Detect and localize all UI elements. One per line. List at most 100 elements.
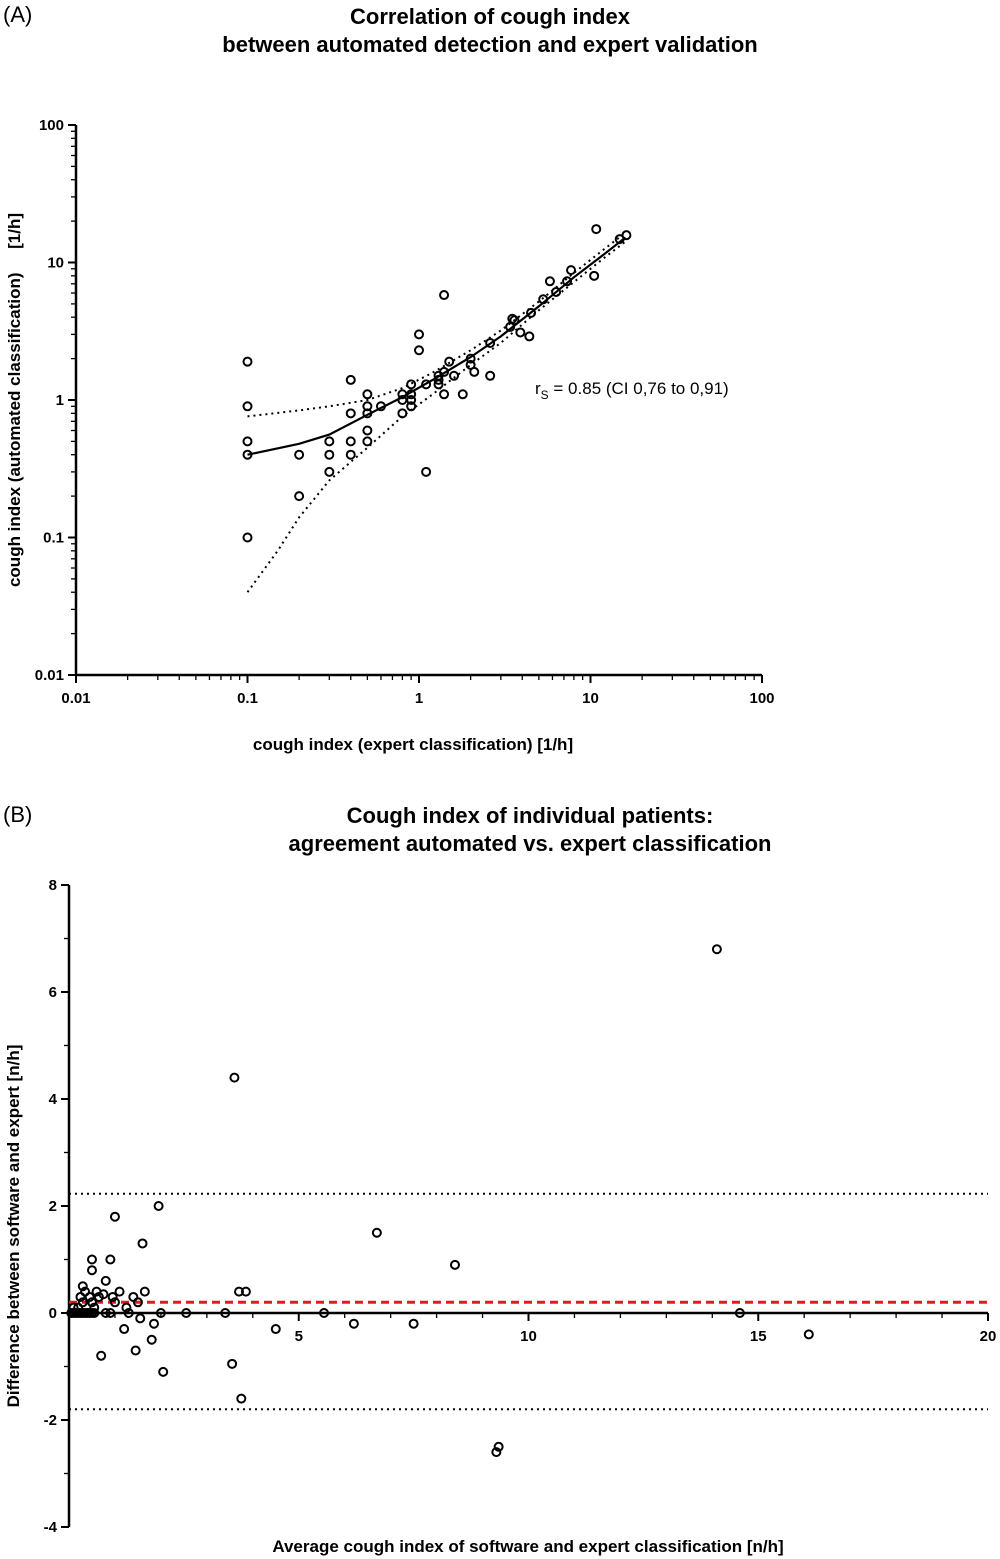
data-point	[433, 374, 444, 385]
data-point	[362, 389, 373, 400]
chart-a: 0.01 0.1 1 10 100 0.01 0.1 1 10 100 cough index (e…	[5, 117, 775, 754]
data-point	[319, 1308, 330, 1318]
y-tick-label: 1	[56, 392, 64, 409]
data-point	[324, 436, 335, 447]
chart-b-title-block: Cough index of individual patients: agre…	[50, 802, 1000, 858]
data-point	[294, 491, 305, 502]
data-point	[397, 408, 408, 419]
data-point	[77, 1297, 88, 1308]
data-point	[105, 1254, 116, 1265]
y-tick-label: 8	[49, 877, 57, 894]
data-point	[158, 1366, 169, 1377]
x-tick-label: 100	[749, 690, 774, 707]
data-point	[711, 944, 722, 955]
x-tick-label: 10	[582, 690, 599, 707]
data-point	[345, 408, 356, 419]
data-point	[362, 408, 373, 419]
y-tick-label: -2	[44, 1412, 57, 1429]
y-tick-label: 2	[49, 1198, 57, 1215]
data-point	[227, 1358, 238, 1369]
data-point	[135, 1313, 146, 1324]
data-point	[439, 389, 450, 400]
data-point	[242, 532, 253, 543]
data-point	[406, 395, 417, 405]
data-point	[109, 1297, 120, 1308]
y-tick-label: 4	[49, 1091, 58, 1108]
data-point	[324, 449, 335, 460]
data-point	[345, 374, 356, 385]
data-point	[803, 1329, 814, 1340]
chart-b: -4 -2 0 2 4 6 8 5 10 15 20 Average cough index of s…	[4, 877, 996, 1556]
data-point	[105, 1308, 116, 1318]
data-point	[89, 1302, 100, 1313]
chart-b-title: Cough index of individual patients:	[346, 803, 714, 828]
data-point	[421, 379, 432, 390]
y-tick-label: 0	[49, 1305, 57, 1322]
data-point	[242, 436, 253, 447]
data-point	[621, 230, 632, 241]
data-point	[84, 1291, 95, 1302]
x-tick-label: 1	[415, 690, 423, 707]
data-point	[86, 1254, 97, 1265]
fit-line	[247, 236, 627, 456]
x-tick-label: 10	[520, 1328, 537, 1345]
data-point	[526, 307, 537, 318]
chart-b-subtitle: agreement automated vs. expert classific…	[288, 831, 772, 856]
data-point	[449, 1259, 460, 1270]
data-point	[220, 1308, 231, 1318]
data-point	[491, 1447, 502, 1458]
data-point	[107, 1291, 118, 1302]
data-point	[562, 276, 573, 287]
data-point	[96, 1350, 107, 1361]
data-point	[465, 353, 476, 364]
x-tick-label: 0.1	[237, 690, 258, 707]
data-point	[589, 270, 600, 281]
data-point	[242, 401, 253, 412]
y-tick-label: 100	[39, 117, 64, 134]
data-point	[89, 1308, 100, 1318]
data-point	[371, 1227, 382, 1238]
data-point	[294, 449, 305, 460]
data-point	[181, 1308, 192, 1318]
data-point	[414, 329, 424, 340]
data-point	[449, 370, 460, 381]
panel-label-b: (B)	[3, 802, 33, 827]
data-point	[153, 1201, 164, 1211]
y-axis-title: cough index (automated classification) […	[5, 213, 24, 587]
data-point	[375, 401, 386, 412]
data-point	[469, 366, 480, 377]
data-point	[236, 1393, 247, 1404]
y-tick-label: -4	[44, 1519, 58, 1536]
data-point	[270, 1324, 281, 1335]
data-point	[439, 290, 450, 301]
data-point	[345, 449, 356, 460]
chart-a-title: Correlation of cough index	[350, 4, 630, 29]
data-point	[100, 1308, 111, 1318]
data-point	[566, 265, 577, 276]
data-point	[242, 449, 253, 460]
y-axis-title: Difference between software and expert […	[4, 1045, 23, 1408]
data-point	[345, 436, 356, 447]
x-axis-title: Average cough index of software and expe…	[272, 1537, 783, 1556]
data-point	[444, 356, 455, 367]
data-point	[551, 287, 562, 298]
data-point	[538, 294, 549, 305]
data-point	[121, 1302, 132, 1313]
y-tick-label: 0.1	[43, 530, 64, 547]
data-point	[414, 345, 424, 356]
data-point	[485, 370, 496, 381]
data-point	[362, 425, 373, 436]
data-point	[515, 327, 526, 338]
data-point	[734, 1308, 745, 1318]
data-point	[86, 1297, 97, 1308]
data-point	[544, 276, 555, 287]
data-point	[100, 1275, 111, 1286]
data-point	[119, 1324, 130, 1335]
data-point	[439, 366, 450, 377]
data-point	[77, 1281, 88, 1292]
data-point	[242, 356, 253, 367]
data-point	[433, 379, 444, 390]
data-point	[149, 1318, 160, 1329]
data-point	[362, 436, 373, 447]
chart-a-title-block: Correlation of cough index between autom…	[0, 3, 980, 59]
